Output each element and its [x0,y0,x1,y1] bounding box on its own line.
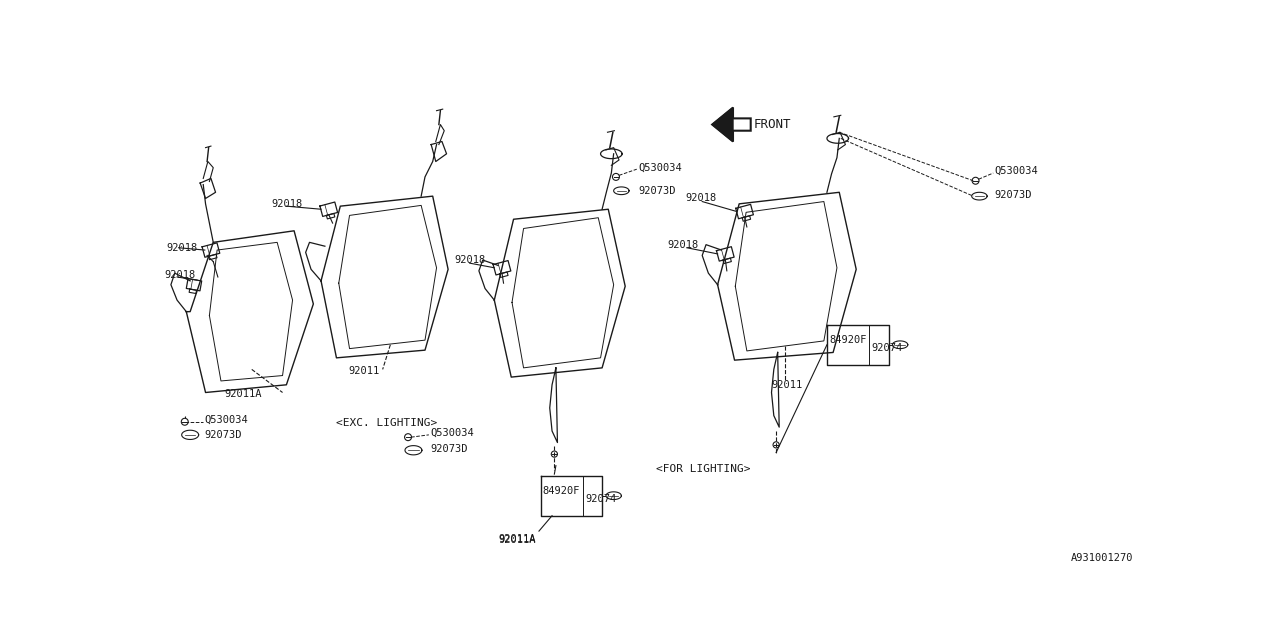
Text: Q530034: Q530034 [430,428,474,438]
Text: Q530034: Q530034 [995,166,1038,176]
Text: 92011A: 92011A [499,534,536,544]
Text: 92018: 92018 [166,243,197,253]
Text: 92011: 92011 [772,380,803,390]
Text: 92073D: 92073D [205,430,242,440]
Text: 92018: 92018 [165,271,196,280]
Polygon shape [712,108,733,141]
Text: FRONT: FRONT [754,118,791,131]
Text: 92073D: 92073D [430,444,468,454]
Text: 84920F: 84920F [543,486,580,496]
Polygon shape [712,108,750,141]
Text: 92018: 92018 [668,239,699,250]
Text: 92073D: 92073D [995,189,1032,200]
Text: 92073D: 92073D [639,186,676,196]
Text: 92074: 92074 [585,494,617,504]
Text: 92011A: 92011A [499,535,536,545]
Text: <FOR LIGHTING>: <FOR LIGHTING> [657,465,750,474]
Text: A931001270: A931001270 [1071,553,1133,563]
Text: 92011A: 92011A [225,389,262,399]
Text: 92018: 92018 [454,255,485,265]
Text: 92018: 92018 [685,193,717,204]
Text: <EXC. LIGHTING>: <EXC. LIGHTING> [337,419,438,428]
Text: Q530034: Q530034 [205,415,248,424]
Text: 92011: 92011 [348,366,379,376]
Text: 92018: 92018 [271,199,302,209]
Text: 92074: 92074 [872,343,902,353]
Text: Q530034: Q530034 [639,163,682,173]
Text: 84920F: 84920F [829,335,867,345]
